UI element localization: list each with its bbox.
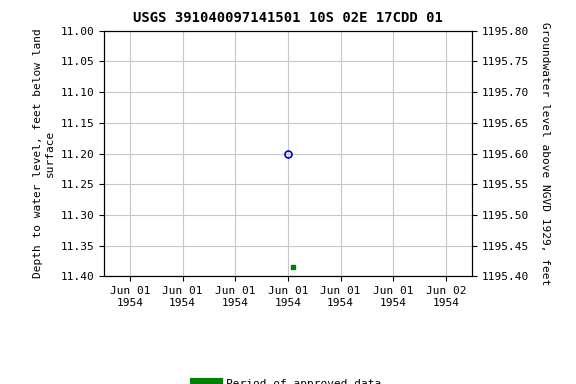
Y-axis label: Depth to water level, feet below land
surface: Depth to water level, feet below land su…	[33, 29, 55, 278]
Y-axis label: Groundwater level above NGVD 1929, feet: Groundwater level above NGVD 1929, feet	[540, 22, 551, 285]
Title: USGS 391040097141501 10S 02E 17CDD 01: USGS 391040097141501 10S 02E 17CDD 01	[133, 12, 443, 25]
Legend: Period of approved data: Period of approved data	[191, 375, 385, 384]
